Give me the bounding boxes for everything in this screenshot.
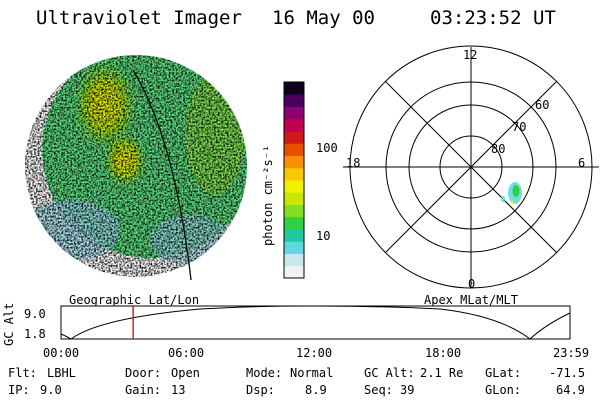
gcalt-value: 2.1 Re (420, 366, 464, 380)
mode-value: Normal (290, 366, 334, 380)
dsp-value: 8.9 (305, 383, 327, 397)
gain-label: Gain: (125, 383, 162, 397)
mode-label: Mode: (246, 366, 283, 380)
colorbar-segment (284, 118, 304, 132)
mlat-label-80: 80 (491, 142, 506, 156)
colorbar-segment (284, 216, 304, 230)
colorbar-segment (284, 180, 304, 193)
mlt-label-18: 18 (346, 156, 361, 170)
ip-label: IP: (8, 383, 30, 397)
time-label: 03:23:52 UT (430, 7, 556, 29)
colorbar-tick-100: 100 (316, 141, 338, 155)
mlt-label-12: 12 (463, 48, 478, 62)
seq-label: Seq: (364, 383, 393, 397)
colorbar (283, 81, 305, 279)
colorbar-segment (284, 265, 304, 279)
colorbar-frame (283, 81, 305, 279)
x-tick-0000: 00:00 (43, 346, 80, 360)
gain-value: 13 (171, 383, 186, 397)
orbit-y-tick-top: 9.0 (24, 307, 46, 321)
colorbar-segment (284, 192, 304, 205)
ip-value: 9.0 (40, 383, 62, 397)
apex-title: Apex MLat/MLT (424, 293, 518, 307)
colorbar-segment (284, 241, 304, 254)
colorbar-segment (284, 253, 304, 267)
colorbar-segment (284, 229, 304, 242)
colorbar-segment (284, 167, 304, 181)
date-label: 16 May 00 (272, 7, 375, 29)
mlat-label-70: 70 (512, 120, 527, 134)
glat-value: -71.5 (549, 366, 586, 380)
geographic-title: Geographic Lat/Lon (69, 293, 200, 307)
colorbar-segment (284, 204, 304, 218)
instrument-title: Ultraviolet Imager (36, 7, 242, 29)
dsp-label: Dsp: (246, 383, 275, 397)
colorbar-tick-10: 10 (316, 229, 331, 243)
gcalt-label: GC Alt: (364, 366, 415, 380)
colorbar-segment (284, 131, 304, 144)
door-value: Open (171, 366, 200, 380)
glon-value: 64.9 (556, 383, 585, 397)
orbit-y-tick-bottom: 1.8 (24, 327, 46, 341)
x-tick-1200: 12:00 (296, 346, 333, 360)
colorbar-segment (284, 143, 304, 156)
x-tick-0600: 06:00 (168, 346, 205, 360)
terminator-line (132, 69, 192, 281)
glat-label: GLat: (485, 366, 522, 380)
mlt-label-6: 6 (578, 156, 586, 170)
door-label: Door: (125, 366, 162, 380)
x-tick-2359: 23:59 (553, 346, 590, 360)
flt-label: Flt: (8, 366, 37, 380)
colorbar-segment (284, 94, 304, 107)
x-tick-1800: 18:00 (425, 346, 462, 360)
colorbar-segment (284, 82, 304, 95)
mlat-label-60: 60 (535, 98, 550, 112)
colorbar-segment (284, 155, 304, 169)
mlt-label-0: 0 (468, 277, 476, 291)
altitude-curve (60, 305, 571, 340)
polar-aurora-patch (501, 182, 522, 204)
colorbar-segment (284, 106, 304, 120)
glon-label: GLon: (485, 383, 522, 397)
flt-value: LBHL (47, 366, 76, 380)
seq-value: 39 (400, 383, 415, 397)
